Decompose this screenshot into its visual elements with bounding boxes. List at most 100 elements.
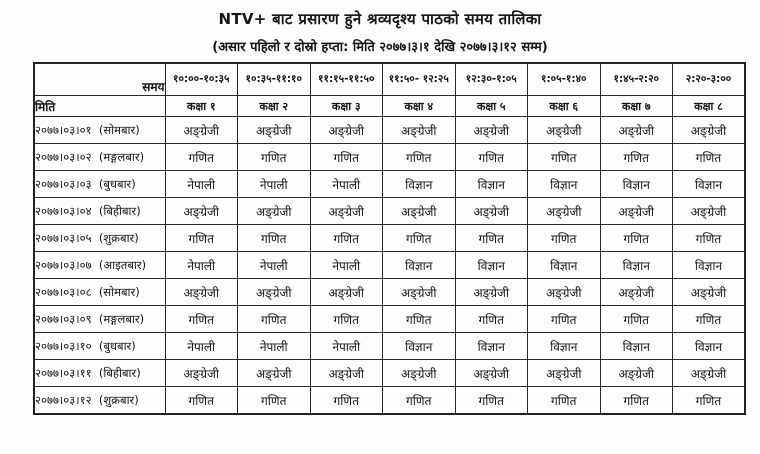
subject-cell: अङ्ग्रेजी xyxy=(672,116,746,144)
subject-cell: अङ्ग्रेजी xyxy=(599,116,673,144)
subject-cell: विज्ञान xyxy=(599,251,673,279)
subject-cell: विज्ञान xyxy=(527,332,601,360)
date-value: २०७७।०३।१२ xyxy=(35,392,92,407)
time-header-cell: १:४५-२:२० xyxy=(599,62,673,96)
subject-cell: अङ्ग्रेजी xyxy=(382,278,456,306)
subject-cell: गणित xyxy=(672,224,746,252)
subject-cell: गणित xyxy=(527,305,601,333)
table-row: २०७७।०३।०७ (आइतबार) नेपाली नेपाली नेपाली विज… xyxy=(33,251,746,279)
subject-cell: गणित xyxy=(237,224,311,252)
date-cell: २०७७।०३।०८ (सोमबार) xyxy=(33,278,166,306)
subject-cell: गणित xyxy=(164,386,238,415)
subject-cell: अङ्ग्रेजी xyxy=(164,116,238,144)
subject-cell: विज्ञान xyxy=(599,332,673,360)
table-row: २०७७।०३।०२ (मङ्गलबार) गणित गणित गणित गणित गणि… xyxy=(33,143,746,171)
subject-cell: अङ्ग्रेजी xyxy=(237,116,311,144)
subject-cell: गणित xyxy=(382,224,456,252)
subject-cell: अङ्ग्रेजी xyxy=(454,359,528,387)
date-value: २०७७।०३।०२ xyxy=(35,149,92,164)
day-value: (बिहीबार) xyxy=(98,365,141,380)
subject-cell: गणित xyxy=(309,143,383,171)
time-header-cell: ११:१५-११:५० xyxy=(309,62,383,96)
subject-cell: गणित xyxy=(454,305,528,333)
subject-cell: अङ्ग्रेजी xyxy=(527,278,601,306)
subject-cell: नेपाली xyxy=(237,251,311,279)
day-value: (सोमबार) xyxy=(98,122,140,137)
date-cell: २०७७।०३।०३ (बुधबार) xyxy=(33,170,166,198)
subject-cell: अङ्ग्रेजी xyxy=(164,197,238,225)
subject-cell: अङ्ग्रेजी xyxy=(309,278,383,306)
subject-cell: अङ्ग्रेजी xyxy=(309,359,383,387)
date-cell: २०७७।०३।१२ (शुक्रबार) xyxy=(33,386,166,415)
subject-cell: नेपाली xyxy=(164,170,238,198)
table-row: २०७७।०३।०४ (बिहीबार) अङ्ग्रेजी अङ्ग्रेजी अङ… xyxy=(33,197,746,225)
time-corner-label: समय xyxy=(33,62,166,96)
day-value: (बिहीबार) xyxy=(98,203,141,218)
subject-cell: अङ्ग्रेजी xyxy=(599,278,673,306)
subject-cell: गणित xyxy=(382,305,456,333)
table-row: २०७७।०३।०५ (शुक्रबार) गणित गणित गणित गणित गणि… xyxy=(33,224,746,252)
subject-cell: अङ्ग्रेजी xyxy=(672,359,746,387)
date-value: २०७७।०३।०५ xyxy=(35,230,92,245)
day-value: (शुक्रबार) xyxy=(98,392,139,407)
table-row: २०७७।०३।०१ (सोमबार) अङ्ग्रेजी अङ्ग्रेजी अङ्… xyxy=(33,116,746,144)
subject-cell: नेपाली xyxy=(237,332,311,360)
subject-cell: विज्ञान xyxy=(672,251,746,279)
date-value: २०७७।०३।०४ xyxy=(35,203,92,218)
table-row: २०७७।०३।०८ (सोमबार) अङ्ग्रेजी अङ्ग्रेजी अङ्… xyxy=(33,278,746,306)
subject-cell: अङ्ग्रेजी xyxy=(527,359,601,387)
date-value: २०७७।०३।०३ xyxy=(35,176,92,191)
subject-cell: गणित xyxy=(672,305,746,333)
date-value: २०७७।०३।०१ xyxy=(35,122,92,137)
time-header-cell: १२:३०-१:०५ xyxy=(454,62,528,96)
subject-cell: गणित xyxy=(527,224,601,252)
date-cell: २०७७।०३।०७ (आइतबार) xyxy=(33,251,166,279)
subject-cell: गणित xyxy=(309,386,383,415)
subject-cell: अङ्ग्रेजी xyxy=(237,359,311,387)
subject-cell: अङ्ग्रेजी xyxy=(672,278,746,306)
subject-cell: अङ्ग्रेजी xyxy=(237,197,311,225)
date-value: २०७७।०३।०९ xyxy=(35,311,92,326)
subject-cell: अङ्ग्रेजी xyxy=(164,359,238,387)
day-value: (मङ्गलबार) xyxy=(98,149,145,164)
subject-cell: गणित xyxy=(454,224,528,252)
page-subtitle: (असार पहिलो र दोस्रो हप्ता: मिति २०७७।३।… xyxy=(212,40,548,55)
subject-cell: अङ्ग्रेजी xyxy=(309,197,383,225)
subject-cell: विज्ञान xyxy=(382,332,456,360)
subject-cell: अङ्ग्रेजी xyxy=(454,116,528,144)
subject-cell: गणित xyxy=(454,143,528,171)
date-cell: २०७७।०३।०५ (शुक्रबार) xyxy=(33,224,166,252)
timetable: समय १०:००-१०:३५ १०:३५-११:१० ११:१५-११:५० ११:५… xyxy=(33,62,746,415)
subject-cell: विज्ञान xyxy=(382,170,456,198)
date-cell: २०७७।०३।११ (बिहीबार) xyxy=(33,359,166,387)
subject-cell: अङ्ग्रेजी xyxy=(382,116,456,144)
subject-cell: अङ्ग्रेजी xyxy=(309,116,383,144)
time-header-cell: १०:३५-११:१० xyxy=(237,62,311,96)
subject-cell: गणित xyxy=(382,143,456,171)
page-title: NTV+ बाट प्रसारण हुने श्रव्यदृश्य पाठको … xyxy=(218,10,542,28)
subject-cell: विज्ञान xyxy=(599,170,673,198)
subject-cell: गणित xyxy=(527,386,601,415)
table-row: २०७७।०३।०३ (बुधबार) नेपाली नेपाली नेपाली विज… xyxy=(33,170,746,198)
subject-cell: नेपाली xyxy=(164,251,238,279)
class-header-cell: कक्षा ५ xyxy=(454,95,528,117)
date-cell: २०७७।०३।१० (बुधबार) xyxy=(33,332,166,360)
subject-cell: अङ्ग्रेजी xyxy=(382,197,456,225)
subject-cell: विज्ञान xyxy=(527,251,601,279)
day-value: (बुधबार) xyxy=(98,338,136,353)
date-corner-label: मिति xyxy=(33,95,166,117)
subject-cell: गणित xyxy=(237,305,311,333)
date-value: २०७७।०३।०७ xyxy=(35,257,92,272)
date-value: २०७७।०३।११ xyxy=(35,365,92,380)
date-cell: २०७७।०३।०२ (मङ्गलबार) xyxy=(33,143,166,171)
subject-cell: विज्ञान xyxy=(454,251,528,279)
subject-cell: नेपाली xyxy=(309,251,383,279)
subject-cell: गणित xyxy=(382,386,456,415)
table-row: २०७७।०३।११ (बिहीबार) अङ्ग्रेजी अङ्ग्रेजी अङ… xyxy=(33,359,746,387)
subject-cell: अङ्ग्रेजी xyxy=(382,359,456,387)
subject-cell: विज्ञान xyxy=(382,251,456,279)
table-row: २०७७।०३।१० (बुधबार) नेपाली नेपाली नेपाली विज… xyxy=(33,332,746,360)
subject-cell: गणित xyxy=(237,143,311,171)
